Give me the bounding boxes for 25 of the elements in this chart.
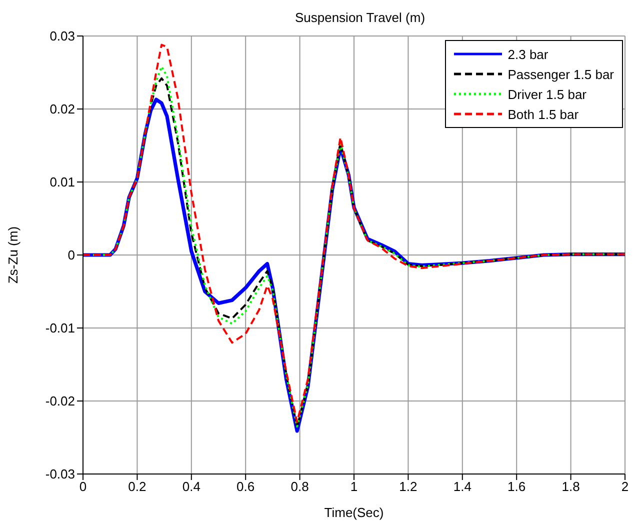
legend-label: Passenger 1.5 bar: [508, 66, 614, 82]
x-tick-label: 1.6: [508, 479, 526, 494]
x-axis-title: Time(Sec): [324, 505, 384, 520]
x-tick-label: 1.2: [399, 479, 418, 494]
y-tick-label: -0.03: [45, 466, 75, 482]
legend-label: Driver 1.5 bar: [508, 86, 587, 102]
y-tick-label: -0.02: [45, 394, 75, 409]
y-tick-label: 0.01: [50, 174, 75, 190]
y-tick-label: 0: [68, 248, 75, 263]
x-tick-label: 1: [350, 479, 358, 494]
y-tick-label: 0.03: [50, 28, 75, 44]
y-tick-label: -0.01: [45, 320, 75, 336]
x-tick-label: 2: [621, 479, 629, 494]
chart-title: Suspension Travel (m): [294, 10, 426, 25]
x-tick-label: 0.8: [290, 479, 309, 494]
x-tick-label: 1.8: [562, 479, 580, 494]
x-tick-label: 0.6: [236, 479, 255, 494]
y-axis-title: Zs-Zu (m): [6, 226, 21, 284]
legend-label: Both 1.5 bar: [508, 106, 579, 122]
legend-label: 2.3 bar: [508, 46, 548, 62]
x-tick-label: 0: [79, 479, 87, 494]
x-tick-label: 1.4: [453, 479, 472, 494]
y-tick-label: 0.02: [50, 102, 75, 117]
x-tick-label: 0.2: [128, 479, 146, 494]
x-tick-label: 0.4: [182, 479, 200, 494]
